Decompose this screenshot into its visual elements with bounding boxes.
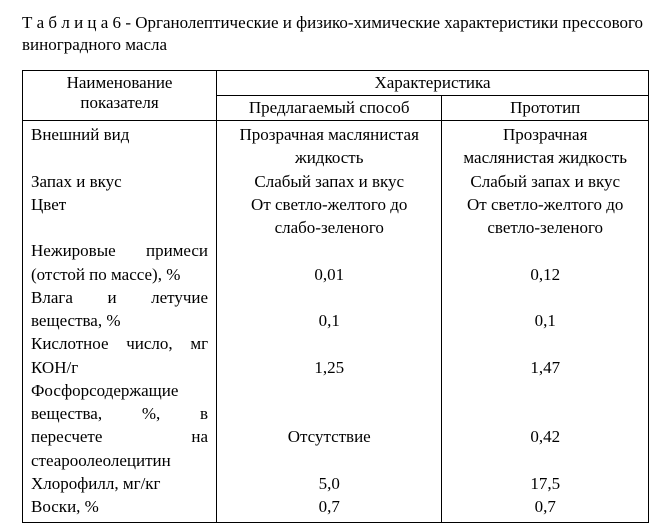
header-characteristic: Характеристика <box>217 71 649 96</box>
cell: слабо-зеленого <box>223 216 435 239</box>
header-proposed: Предлагаемый способ <box>217 96 442 121</box>
cell: жидкость <box>223 146 435 169</box>
cell: 0,42 <box>448 425 642 448</box>
cell: 0,01 <box>223 263 435 286</box>
cell: 0,7 <box>223 495 435 518</box>
cell: маслянистая жидкость <box>448 146 642 169</box>
row-label: Влага и летучие <box>29 286 210 309</box>
cell: 1,47 <box>448 356 642 379</box>
cell: От светло-желтого до <box>223 193 435 216</box>
cell: 0,7 <box>448 495 642 518</box>
row-label: (отстой по массе), % <box>29 263 210 286</box>
cell: 17,5 <box>448 472 642 495</box>
cell: Слабый запах и вкус <box>223 170 435 193</box>
row-label: Хлорофилл, мг/кг <box>29 472 210 495</box>
cell: 0,1 <box>223 309 435 332</box>
prototype-column: Прозрачная маслянистая жидкость Слабый з… <box>448 123 642 518</box>
row-label: пересчете на <box>29 425 210 448</box>
cell: 0,1 <box>448 309 642 332</box>
cell: От светло-желтого до <box>448 193 642 216</box>
proposed-column: Прозрачная маслянистая жидкость Слабый з… <box>223 123 435 518</box>
row-label: Внешний вид <box>29 123 210 146</box>
cell: Слабый запах и вкус <box>448 170 642 193</box>
cell: 5,0 <box>223 472 435 495</box>
cell: Прозрачная маслянистая <box>223 123 435 146</box>
cell: 0,12 <box>448 263 642 286</box>
main-table: Наименование показателя Характеристика П… <box>22 70 649 523</box>
cell: светло-зеленого <box>448 216 642 239</box>
caption-prefix: Т а б л и ц а 6 <box>22 13 121 32</box>
row-label: Нежировые примеси <box>29 239 210 262</box>
row-label: Цвет <box>29 193 210 216</box>
header-name: Наименование показателя <box>23 71 217 121</box>
row-label: вещества, % <box>29 309 210 332</box>
header-prototype: Прототип <box>442 96 649 121</box>
row-label: стеароолеолецитин <box>29 449 210 472</box>
row-label: Воски, % <box>29 495 210 518</box>
cell: 1,25 <box>223 356 435 379</box>
row-label: Фосфорсодержащие <box>29 379 210 402</box>
row-label: вещества, %, в <box>29 402 210 425</box>
labels-column: Внешний вид Запах и вкус Цвет Нежировые … <box>29 123 210 518</box>
cell: Отсутствие <box>223 425 435 448</box>
row-label: Кислотное число, мг <box>29 332 210 355</box>
cell: Прозрачная <box>448 123 642 146</box>
row-label: Запах и вкус <box>29 170 210 193</box>
table-caption: Т а б л и ц а 6 - Органолептические и фи… <box>22 12 649 56</box>
row-label: КОН/г <box>29 356 210 379</box>
